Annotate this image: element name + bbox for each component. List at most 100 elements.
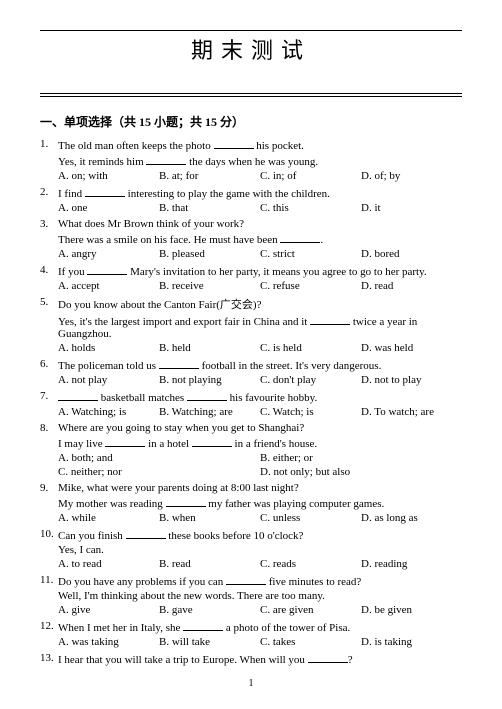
option: B. Watching; are [159, 406, 260, 418]
question-item: 13.I hear that you will take a trip to E… [40, 652, 462, 666]
option: D. bored [361, 248, 462, 260]
options-row: A. whileB. whenC. unlessD. as long as [58, 512, 462, 524]
option: A. angry [58, 248, 159, 260]
question-subtext: There was a smile on his face. He must h… [58, 232, 462, 246]
question-subtext: Well, I'm thinking about the new words. … [58, 590, 462, 602]
option: D. not only; but also [260, 466, 462, 478]
question-item: 7. basketball matches his favourite hobb… [40, 390, 462, 418]
question-text: Can you finish these books before 10 o'c… [58, 530, 303, 542]
question-item: 4.If you Mary's invitation to her party,… [40, 264, 462, 292]
question-text: The policeman told us football in the st… [58, 360, 381, 372]
question-text: Do you have any problems if you can five… [58, 576, 361, 588]
option: A. accept [58, 280, 159, 292]
question-subtext: Yes, it's the largest import and export … [58, 314, 462, 340]
options-row: A. oneB. thatC. thisD. it [58, 202, 462, 214]
option: D. To watch; are [361, 406, 462, 418]
option: B. not playing [159, 374, 260, 386]
title-rule-top [40, 30, 462, 31]
question-number: 2. [40, 186, 58, 198]
option: B. gave [159, 604, 260, 616]
option: C. are given [260, 604, 361, 616]
option: A. both; and [58, 452, 260, 464]
options-row: C. neither; norD. not only; but also [58, 466, 462, 478]
option: D. reading [361, 558, 462, 570]
options-row: A. holdsB. heldC. is heldD. was held [58, 342, 462, 354]
option: D. read [361, 280, 462, 292]
question-number: 10. [40, 528, 58, 540]
question-item: 11.Do you have any problems if you can f… [40, 574, 462, 616]
option: A. to read [58, 558, 159, 570]
option: C. reads [260, 558, 361, 570]
question-subtext: Yes, I can. [58, 544, 462, 556]
option: C. strict [260, 248, 361, 260]
option: A. holds [58, 342, 159, 354]
question-text: When I met her in Italy, she a photo of … [58, 622, 350, 634]
question-subtext: I may live in a hotel in a friend's hous… [58, 436, 462, 450]
option: B. will take [159, 636, 260, 648]
option: C. neither; nor [58, 466, 260, 478]
question-text: I hear that you will take a trip to Euro… [58, 654, 353, 666]
option: B. receive [159, 280, 260, 292]
options-row: A. not playB. not playingC. don't playD.… [58, 374, 462, 386]
question-number: 11. [40, 574, 58, 586]
question-text: Do you know about the Canton Fair(广交会)? [58, 299, 261, 311]
option: C. takes [260, 636, 361, 648]
question-subtext: My mother was reading my father was play… [58, 496, 462, 510]
question-item: 12.When I met her in Italy, she a photo … [40, 620, 462, 648]
question-text: basketball matches his favourite hobby. [58, 392, 317, 404]
question-number: 5. [40, 296, 58, 308]
option: C. is held [260, 342, 361, 354]
question-text: What does Mr Brown think of your work? [58, 218, 244, 230]
question-item: 10.Can you finish these books before 10 … [40, 528, 462, 570]
option: B. read [159, 558, 260, 570]
option: C. don't play [260, 374, 361, 386]
options-row: A. acceptB. receiveC. refuseD. read [58, 280, 462, 292]
option: D. is taking [361, 636, 462, 648]
option: D. be given [361, 604, 462, 616]
option: C. Watch; is [260, 406, 361, 418]
page-number: 1 [40, 678, 462, 689]
option: C. in; of [260, 170, 361, 182]
question-number: 12. [40, 620, 58, 632]
option: C. this [260, 202, 361, 214]
option: A. not play [58, 374, 159, 386]
option: B. either; or [260, 452, 462, 464]
option: A. on; with [58, 170, 159, 182]
options-row: A. on; withB. at; forC. in; ofD. of; by [58, 170, 462, 182]
question-subtext: Yes, it reminds him the days when he was… [58, 154, 462, 168]
options-row: A. giveB. gaveC. are givenD. be given [58, 604, 462, 616]
document-title: 期末测试 [40, 33, 462, 75]
question-item: 1.The old man often keeps the photo his … [40, 138, 462, 182]
option: B. when [159, 512, 260, 524]
question-number: 9. [40, 482, 58, 494]
option: D. it [361, 202, 462, 214]
question-text: Mike, what were your parents doing at 8:… [58, 482, 299, 494]
options-row: A. angryB. pleasedC. strictD. bored [58, 248, 462, 260]
option: C. unless [260, 512, 361, 524]
option: B. at; for [159, 170, 260, 182]
options-row: A. was takingB. will takeC. takesD. is t… [58, 636, 462, 648]
question-number: 13. [40, 652, 58, 664]
option: A. give [58, 604, 159, 616]
question-text: Where are you going to stay when you get… [58, 422, 304, 434]
question-item: 5.Do you know about the Canton Fair(广交会)… [40, 296, 462, 354]
question-item: 8.Where are you going to stay when you g… [40, 422, 462, 478]
question-number: 4. [40, 264, 58, 276]
option: D. of; by [361, 170, 462, 182]
question-number: 8. [40, 422, 58, 434]
option: A. Watching; is [58, 406, 159, 418]
question-item: 6.The policeman told us football in the … [40, 358, 462, 386]
option: D. as long as [361, 512, 462, 524]
option: B. that [159, 202, 260, 214]
page-container: 期末测试 一、单项选择（共 15 小题；共 15 分） 1.The old ma… [0, 0, 502, 709]
options-row: A. both; andB. either; or [58, 452, 462, 464]
question-number: 3. [40, 218, 58, 230]
options-row: A. Watching; isB. Watching; areC. Watch;… [58, 406, 462, 418]
option: D. not to play [361, 374, 462, 386]
question-number: 7. [40, 390, 58, 402]
option: A. while [58, 512, 159, 524]
option: B. held [159, 342, 260, 354]
option: B. pleased [159, 248, 260, 260]
question-text: If you Mary's invitation to her party, i… [58, 266, 427, 278]
question-text: The old man often keeps the photo his po… [58, 140, 304, 152]
